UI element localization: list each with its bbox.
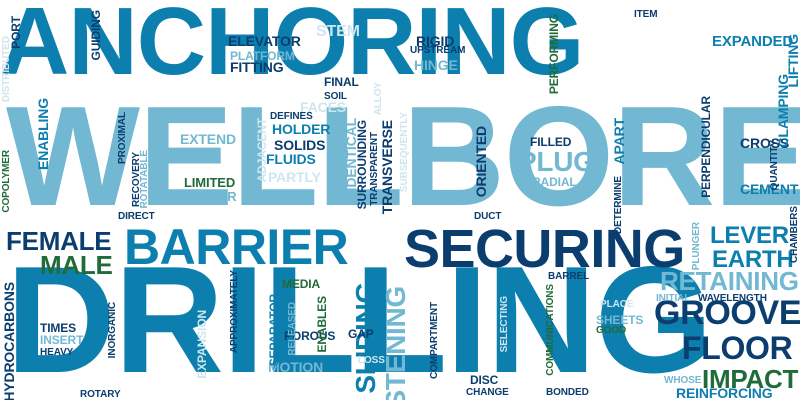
word-fastening: FASTENING (380, 286, 411, 400)
word-impact: IMPACT (702, 364, 799, 394)
word-barrel: BARREL (548, 271, 590, 282)
word-limited: LIMITED (184, 175, 236, 190)
word-communications: COMMUNICATIONS (545, 284, 556, 376)
word-barrier: BARRIER (124, 219, 349, 275)
word-compartment: COMPARTMENT (429, 302, 440, 380)
word-perpendicular: PERPENDICULAR (699, 96, 713, 198)
word-adjacent: ADJACENT (255, 118, 269, 183)
word-cement: CEMENT (740, 181, 799, 197)
word-direct: DIRECT (118, 211, 155, 222)
word-soil: SOIL (324, 91, 347, 102)
word-solids: SOLIDS (274, 137, 326, 153)
word-lifting: LIFTING (785, 34, 800, 88)
word-determine: DETERMINE (613, 176, 624, 234)
word-surrounding: SURROUNDING (355, 120, 369, 210)
word-quantity: QUANTITY (769, 140, 780, 191)
word-loss: LOSS (358, 355, 385, 366)
word-groove: GROOVE (654, 294, 800, 332)
word-earth: EARTH (712, 246, 794, 273)
word-subsequently: SUBSEQUENTLY (399, 112, 410, 193)
word-whose: WHOSE (664, 375, 702, 386)
word-rotational: ROTATIONAL (121, 274, 137, 363)
word-plug: PLUG (518, 146, 595, 177)
word-good: GOOD (596, 325, 627, 336)
word-guiding: GUIDING (89, 10, 103, 61)
word-bonded: BONDED (546, 387, 589, 398)
word-distributed: DISTRIBUTED (1, 36, 12, 103)
word-enabling: ENABLING (35, 98, 51, 170)
word-expanded: EXPANDED (712, 33, 794, 50)
word-porous: POROUS (284, 329, 336, 343)
word-wavelength: WAVELENGTH (698, 293, 767, 304)
word-item: ITEM (634, 9, 658, 20)
word-similar: SIMILAR (184, 189, 237, 204)
word-apart: APART (611, 118, 627, 165)
word-wellbore: WELLBORE (6, 77, 800, 236)
word-lever: LEVER (710, 222, 789, 249)
word-securing: SECURING (404, 219, 685, 279)
word-enables: ENABLES (315, 296, 329, 353)
word-platform: PLATFORM (230, 49, 295, 63)
word-separator: SEPARATOR (267, 294, 281, 367)
word-filled: FILLED (530, 135, 572, 149)
word-rigid: RIGID (416, 33, 455, 49)
word-rotatable: ROTATABLE (139, 150, 150, 209)
word-extend: EXTEND (180, 131, 236, 147)
word-male: MALE (40, 250, 113, 280)
word-duct: DUCT (474, 211, 502, 222)
word-upstream: UPSTREAM (410, 45, 466, 56)
word-expansion: EXPANSION (195, 310, 209, 379)
word-final: FINAL (324, 75, 359, 89)
word-insert: INSERT (40, 333, 84, 347)
word-fluids: FLUIDS (266, 151, 316, 167)
word-drilling: DRILLING (6, 235, 713, 400)
word-floor: FLOOR (682, 330, 793, 366)
word-place: PLACE (600, 299, 634, 310)
word-faces: FACES (300, 99, 346, 115)
word-proximal: PROXIMAL (117, 112, 128, 164)
word-plunger: PLUNGER (691, 222, 702, 271)
word-anchoring: ANCHORING (0, 0, 584, 95)
word-times: TIMES (40, 321, 77, 335)
word-change: CHANGE (466, 387, 509, 398)
word-selecting: SELECTING (499, 296, 510, 353)
word-alloy: ALLOY (373, 82, 384, 116)
word-sheets: SHEETS (596, 313, 644, 327)
word-female: FEMALE (6, 226, 112, 256)
word-approximately: APPROXIMATELY (229, 270, 240, 354)
word-transverse: TRANSVERSE (379, 120, 395, 215)
word-cross: CROSS (740, 135, 790, 151)
word-rotary: ROTARY (80, 389, 121, 400)
word-holder: HOLDER (272, 121, 331, 137)
word-heavy: HEAVY (40, 347, 74, 358)
word-stem: STEM (316, 23, 360, 40)
word-hinge: HINGE (414, 57, 458, 73)
word-initial: INITIAL (656, 293, 691, 304)
word-elevator: ELEVATOR (228, 33, 301, 49)
word-hydrocarbons: HYDROCARBONS (1, 282, 17, 400)
word-retaining: RETAINING (660, 266, 799, 296)
word-defines: DEFINES (270, 111, 313, 122)
word-disc: DISC (470, 373, 499, 387)
word-oriented: ORIENTED (473, 126, 489, 198)
word-chambers: CHAMBERS (789, 206, 800, 263)
word-inorganic: INORGANIC (107, 302, 118, 359)
word-media: MEDIA (282, 277, 321, 291)
word-gap: GAP (348, 327, 374, 341)
word-performing: PERFORMING (547, 14, 561, 95)
word-fitting: FITTING (230, 59, 284, 75)
word-copolymer: COPOLYMER (1, 150, 12, 213)
word-released: RELEASED (287, 302, 298, 356)
word-motion: MOTION (268, 359, 324, 375)
word-radial: RADIAL (532, 175, 577, 189)
word-reinforcing: REINFORCING (676, 385, 773, 400)
word-partly: PARTLY (268, 169, 321, 185)
